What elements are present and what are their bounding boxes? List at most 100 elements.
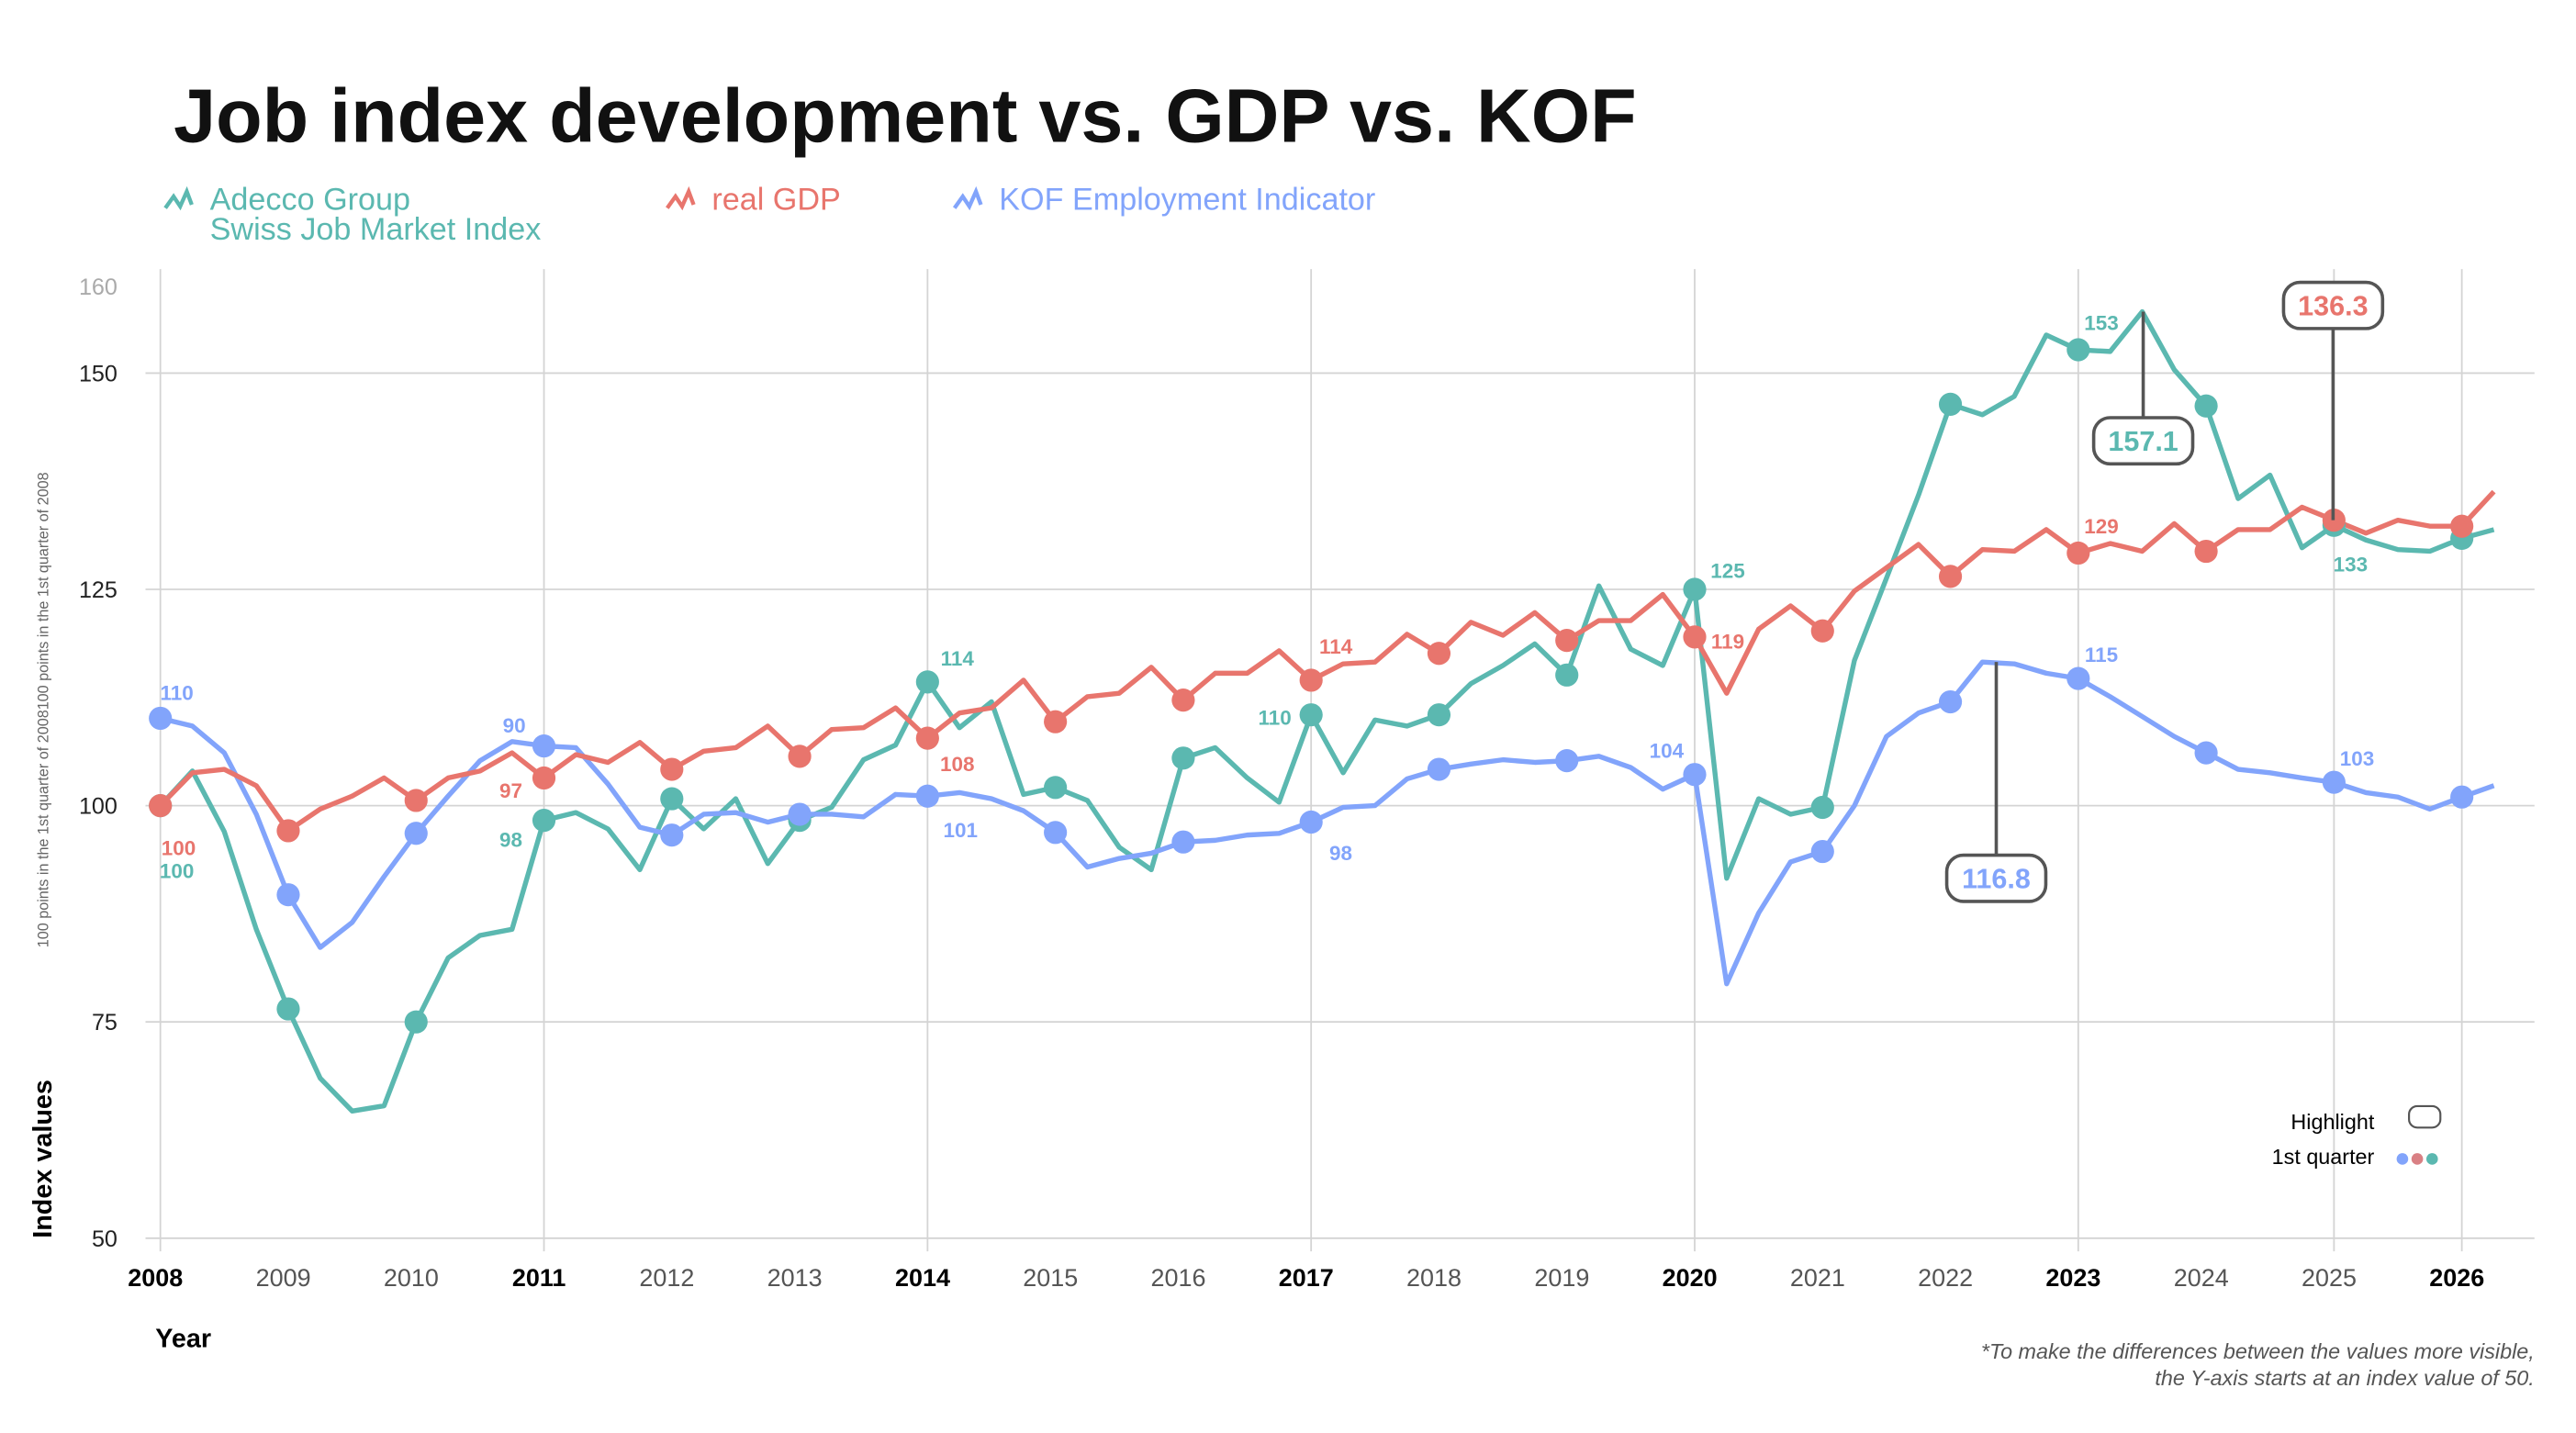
gdp-highlight-callout: 136.3	[2281, 280, 2385, 521]
adecco-highlight-callout: 157.1	[2091, 311, 2195, 466]
gdp-q1-point[interactable]	[1555, 629, 1579, 653]
kof-q1-point[interactable]	[1555, 749, 1579, 773]
kof-q1-point[interactable]	[1683, 763, 1707, 787]
gdp-q1-point[interactable]	[532, 766, 556, 790]
kof-q1-point[interactable]	[1171, 830, 1195, 854]
adecco-q1-point[interactable]	[1044, 776, 1068, 800]
gdp-q1-point[interactable]	[1044, 710, 1068, 733]
key-highlight-label: Highlight	[2290, 1110, 2374, 1134]
kof-q1-point[interactable]	[660, 823, 684, 847]
adecco-q1-point[interactable]	[1683, 577, 1707, 601]
kof-point-label: 101	[944, 819, 978, 842]
adecco-q1-point[interactable]	[1171, 746, 1195, 770]
adecco-q1-point[interactable]	[2066, 338, 2090, 362]
gdp-q1-point[interactable]	[276, 819, 300, 843]
callouts: 157.1 136.3 116.8	[1944, 280, 2385, 903]
adecco-point-label: 133	[2334, 554, 2369, 577]
adecco-q1-point[interactable]	[276, 997, 300, 1021]
kof-point-label: 110	[161, 682, 194, 705]
kof-q1-point[interactable]	[532, 734, 556, 758]
gdp-q1-point[interactable]	[788, 744, 812, 768]
gdp-point-label: 108	[940, 753, 974, 776]
adecco-q1-point[interactable]	[2194, 394, 2218, 418]
kof-q1-point[interactable]	[1810, 839, 1834, 864]
gdp-q1-point[interactable]	[2194, 539, 2218, 564]
x-tick-label: 2024	[2174, 1264, 2229, 1292]
adecco-q1-point[interactable]	[404, 1010, 428, 1034]
gdp-q1-point[interactable]	[660, 757, 684, 781]
kof-q1-point[interactable]	[1044, 821, 1068, 845]
kof-q1-point[interactable]	[2450, 785, 2474, 809]
legend-gdp: real GDP	[711, 182, 840, 217]
gdp-q1-point[interactable]	[1299, 668, 1323, 692]
y-tick-label: 150	[79, 361, 118, 386]
adecco-q1-point[interactable]	[915, 670, 939, 694]
adecco-legend-icon	[163, 185, 194, 211]
adecco-q1-point[interactable]	[1810, 795, 1834, 820]
adecco-q1-point[interactable]	[660, 787, 684, 811]
kof-point-label: 90	[503, 714, 526, 737]
axes: 50 75 100 125 150 160 2008 2009 2010 2011 2012 2013…	[79, 274, 2484, 1292]
kof-line	[160, 659, 2495, 987]
kof-q1-point[interactable]	[404, 822, 428, 845]
chart-title: Job index development vs. GDP vs. KOF	[174, 73, 1637, 159]
kof-q1-point[interactable]	[1427, 757, 1451, 781]
adecco-point-label: 98	[499, 828, 522, 851]
gdp-legend-icon	[666, 185, 696, 211]
gdp-q1-point[interactable]	[1938, 565, 1963, 588]
legend-adecco-line1: Adecco Group	[210, 182, 410, 217]
adecco-point-label: 125	[1710, 559, 1745, 582]
x-tick-label: 2011	[512, 1264, 566, 1292]
x-tick-label: 2026	[2429, 1264, 2484, 1292]
kof-point-label: 103	[2340, 747, 2375, 770]
gdp-point-label: 129	[2084, 515, 2119, 538]
kof-q1-point[interactable]	[915, 784, 939, 808]
x-tick-label: 2013	[767, 1264, 823, 1292]
kof-q1-point[interactable]	[2322, 770, 2346, 794]
adecco-q1-point[interactable]	[532, 809, 556, 833]
gdp-q1-point[interactable]	[149, 794, 173, 818]
kof-q1-point[interactable]	[1938, 689, 1963, 714]
gdp-point-label: 114	[1319, 635, 1353, 658]
point-labels: 100 98 114 110 125 153 133 100 97 108 114 119 129 110…	[160, 311, 2374, 882]
gdp-q1-point[interactable]	[1810, 619, 1834, 643]
gdp-q1-point[interactable]	[1683, 625, 1707, 649]
footnote-line2: the Y-axis starts at an index value of 5…	[2155, 1366, 2534, 1390]
adecco-dot-key-icon	[2425, 1153, 2438, 1165]
gdp-q1-point[interactable]	[1171, 689, 1195, 712]
x-tick-label: 2009	[256, 1264, 311, 1292]
callout-value: 116.8	[1962, 864, 2031, 895]
grid	[145, 269, 2535, 1252]
legend-kof: KOF Employment Indicator	[999, 182, 1375, 217]
x-tick-label: 2017	[1279, 1264, 1334, 1292]
gdp-q1-point[interactable]	[404, 789, 428, 812]
kof-q1-point[interactable]	[149, 706, 173, 731]
adecco-q1-point[interactable]	[1555, 663, 1579, 687]
gdp-q1-point[interactable]	[915, 726, 939, 750]
x-tick-label: 2010	[384, 1264, 439, 1292]
y-tick-label: 100	[79, 794, 118, 820]
y-tick-label: 160	[79, 274, 118, 300]
x-tick-label: 2015	[1023, 1264, 1078, 1292]
adecco-q1-point[interactable]	[1938, 392, 1963, 416]
y-tick-label: 75	[92, 1010, 118, 1036]
y-tick-label: 50	[92, 1226, 118, 1252]
kof-q1-point[interactable]	[2066, 666, 2090, 690]
adecco-q1-point[interactable]	[1299, 703, 1323, 727]
adecco-q1-point[interactable]	[1427, 703, 1451, 727]
x-tick-label: 2016	[1151, 1264, 1206, 1292]
kof-q1-point[interactable]	[276, 883, 300, 907]
gdp-q1-point[interactable]	[1427, 642, 1451, 666]
kof-dot-key-icon	[2396, 1153, 2409, 1165]
key-first-quarter-label: 1st quarter	[2272, 1145, 2375, 1169]
gdp-q1-point[interactable]	[2066, 541, 2090, 565]
kof-legend-icon	[952, 185, 983, 211]
series-layer	[149, 308, 2496, 1114]
kof-q1-point[interactable]	[1299, 810, 1323, 834]
callout-box	[1944, 853, 2048, 903]
kof-q1-point[interactable]	[788, 802, 812, 826]
x-tick-label: 2025	[2302, 1264, 2357, 1292]
kof-q1-point[interactable]	[2194, 741, 2218, 765]
footnote-line1: *To make the differences between the val…	[1981, 1339, 2535, 1363]
gdp-q1-point[interactable]	[2450, 514, 2474, 538]
